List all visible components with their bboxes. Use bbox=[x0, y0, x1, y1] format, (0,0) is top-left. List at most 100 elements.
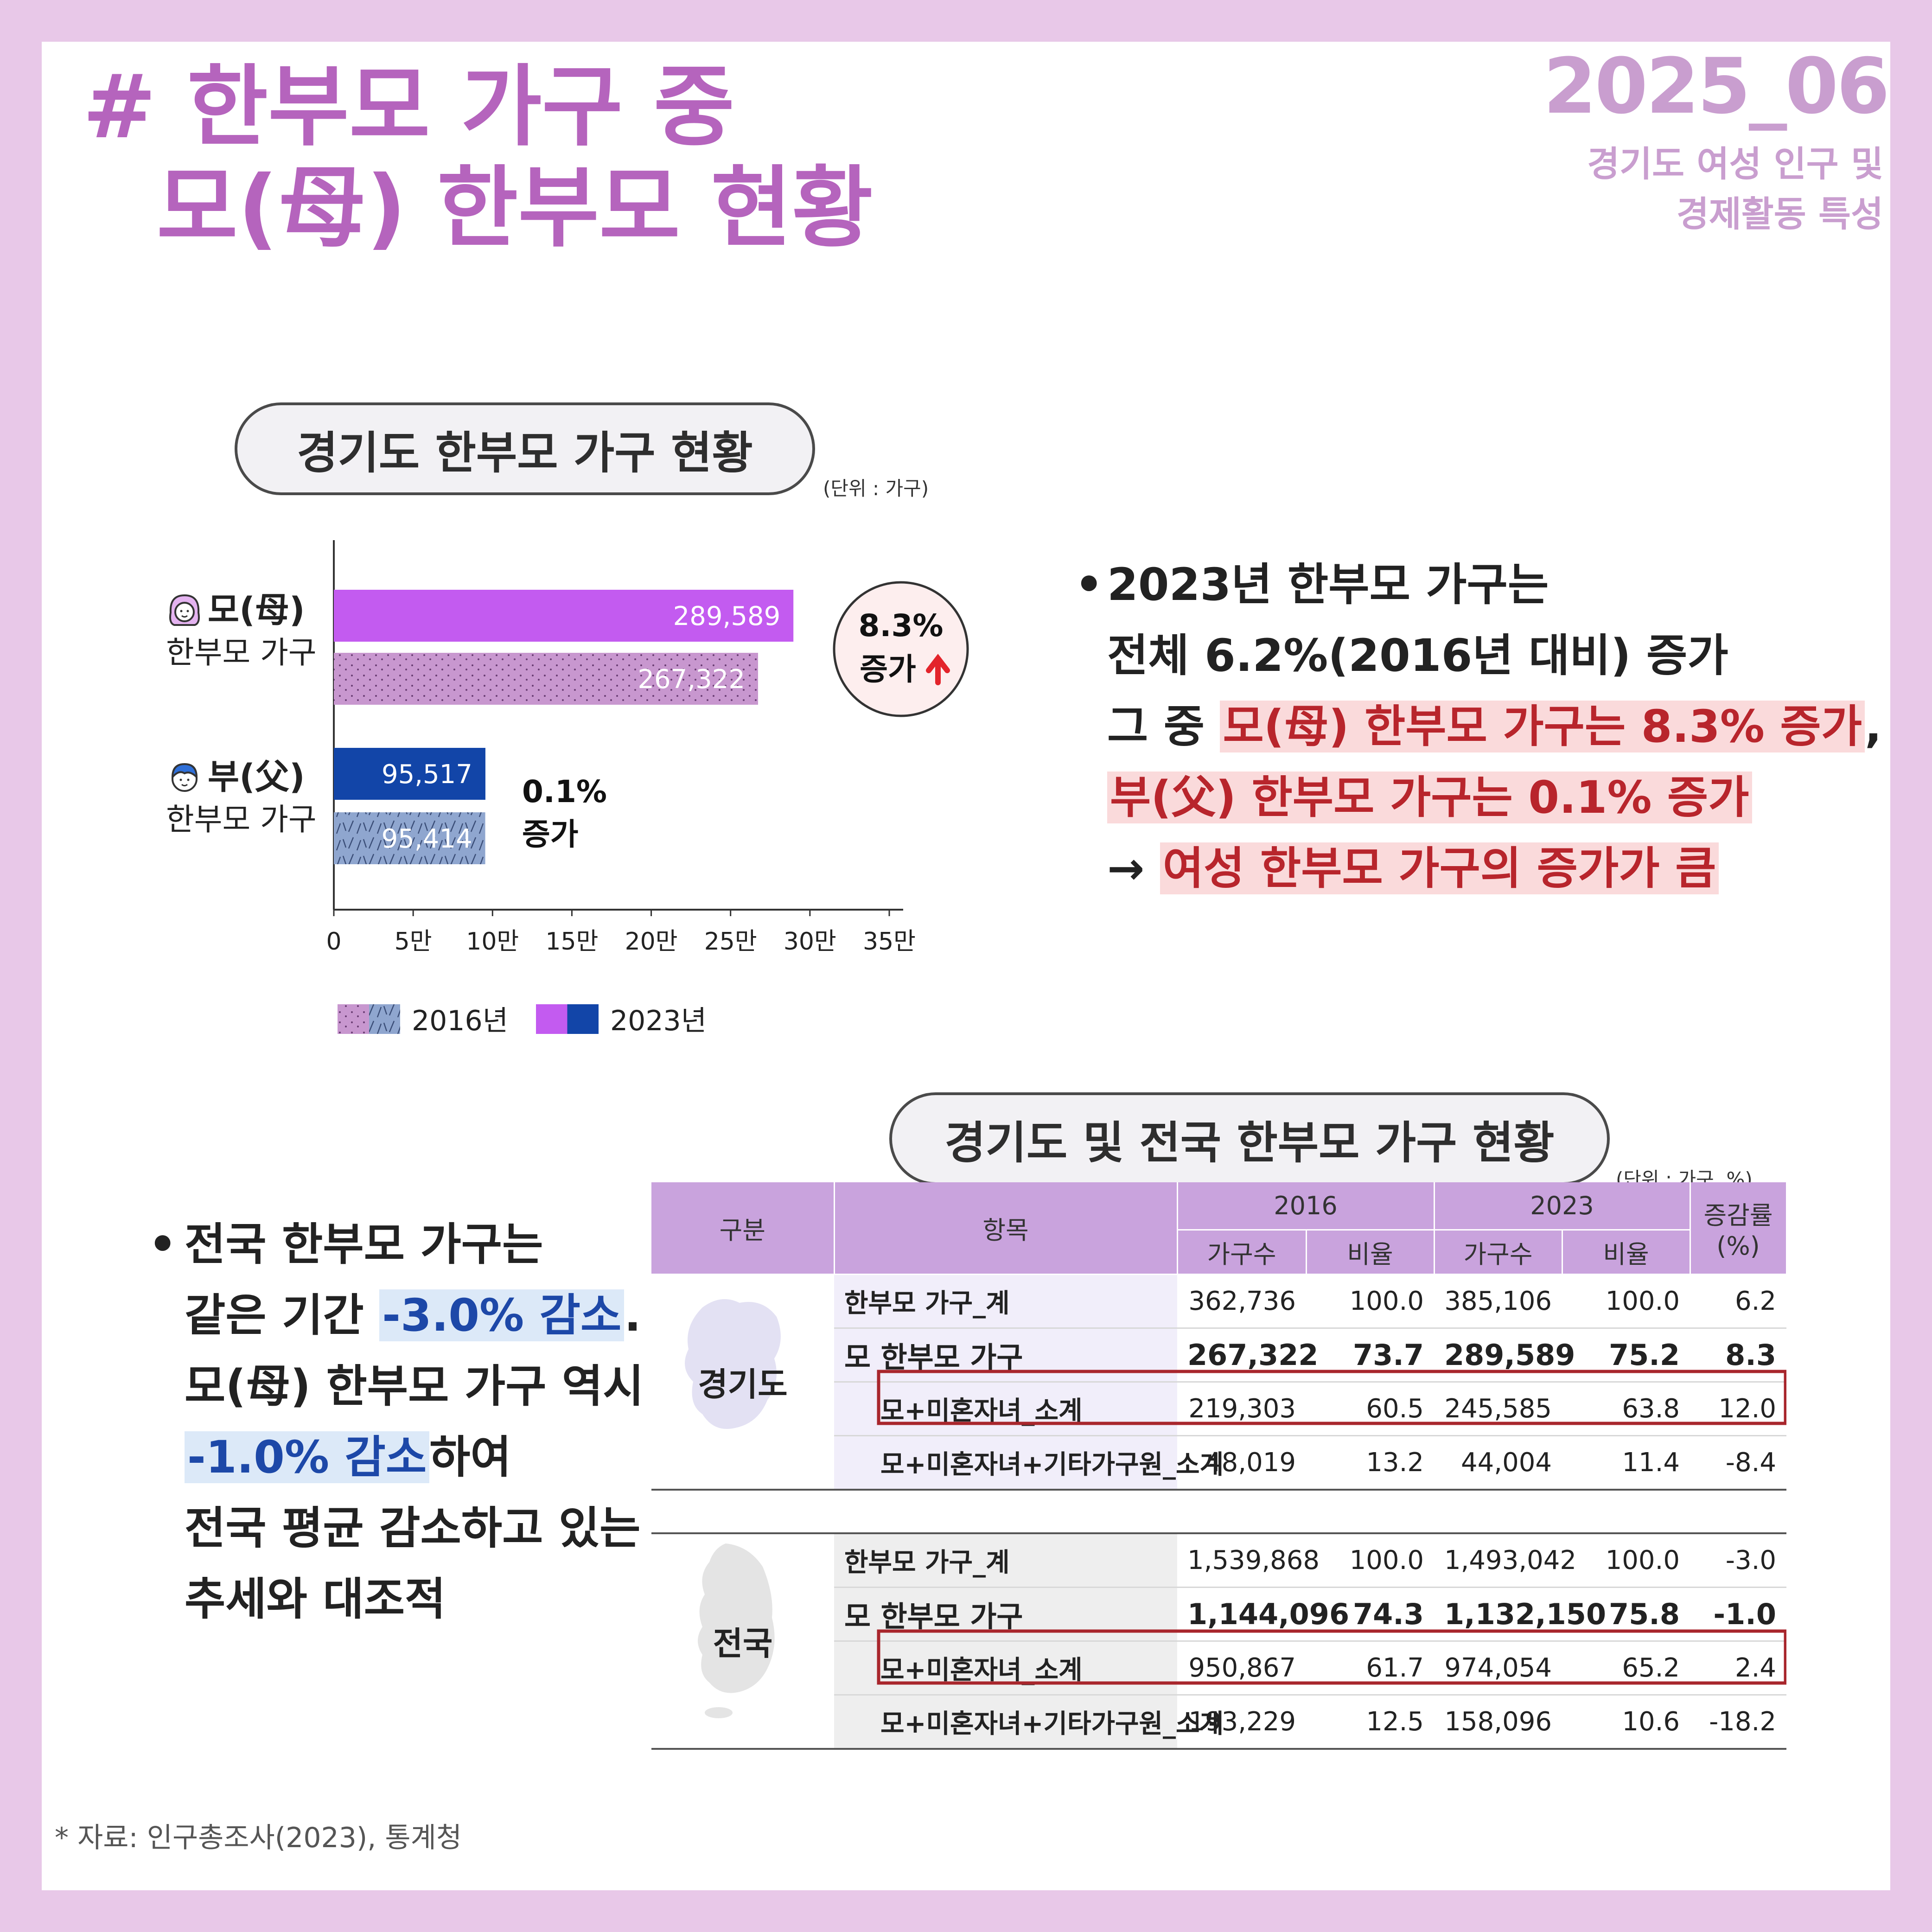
source-footnote: * 자료: 인구총조사(2023), 통계청 bbox=[55, 1822, 462, 1854]
bullet2-line2-pre: 같은 기간 bbox=[185, 1289, 380, 1341]
mother-label-line1: 모(母) bbox=[208, 590, 305, 630]
header-2016: 2016 bbox=[1177, 1182, 1435, 1231]
x-tick-label: 5만 bbox=[395, 928, 432, 956]
table-cell-rate: 12.0 bbox=[1690, 1382, 1786, 1436]
bullet2-line1: 전국 한부모 가구는 bbox=[185, 1218, 543, 1270]
bar-2023 bbox=[334, 590, 794, 642]
table-cell-item: 모+미혼자녀_소계 bbox=[834, 1641, 1177, 1696]
bullet-gyeonggi-summary: •2023년 한부모 가구는 전체 6.2%(2016년 대비) 증가 그 중 … bbox=[1075, 549, 1882, 904]
x-tick-label: 30만 bbox=[784, 928, 836, 956]
table-cell-item: 한부모 가구_계 bbox=[834, 1274, 1177, 1329]
bullet1-line1: 2023년 한부모 가구는 bbox=[1107, 559, 1549, 611]
father-axis-label: 부(父) 한부모 가구 bbox=[166, 756, 317, 841]
bullet1-line3-pre: 그 중 bbox=[1107, 701, 1220, 752]
table-cell-rate: -1.0 bbox=[1690, 1587, 1786, 1642]
table-cell-r2023: 100.0 bbox=[1562, 1274, 1690, 1329]
bullet2-line4-post: 하여 bbox=[429, 1431, 511, 1483]
bullet1-line5-highlight: 여성 한부모 가구의 증가가 큼 bbox=[1160, 842, 1719, 894]
table-cell-c2016: 1,144,096 bbox=[1177, 1587, 1349, 1642]
table-cell-r2016: 12.5 bbox=[1306, 1695, 1434, 1750]
table-cell-rate: 8.3 bbox=[1690, 1328, 1786, 1383]
table-cell-c2023: 289,589 bbox=[1434, 1328, 1575, 1383]
legend-2023-label: 2023년 bbox=[610, 1005, 707, 1037]
table-cell-c2016: 362,736 bbox=[1177, 1274, 1306, 1329]
table-cell-r2016: 61.7 bbox=[1306, 1641, 1434, 1696]
gyeonggi-region-cell: 경기도 bbox=[651, 1274, 834, 1491]
table-cell-item: 모+미혼자녀_소계 bbox=[834, 1382, 1177, 1436]
table-cell-item: 모+미혼자녀+기타가구원_소계 bbox=[834, 1695, 1224, 1750]
table-cell-c2023: 385,106 bbox=[1434, 1274, 1562, 1329]
bar-2023 bbox=[334, 748, 485, 800]
father-change-word: 증가 bbox=[522, 816, 578, 852]
table-row: 모+미혼자녀+기타가구원_소계 48,019 13.2 44,004 11.4 -8.4 bbox=[651, 1435, 1786, 1491]
mother-label-line2: 한부모 가구 bbox=[166, 635, 317, 670]
bullet1-arrow: → bbox=[1107, 842, 1160, 894]
section2-title: 경기도 및 전국 한부모 가구 현황 bbox=[889, 1092, 1610, 1185]
main-title: # 한부모 가구 중 모(母) 한부모 현황 bbox=[83, 57, 873, 259]
table-cell-rate: -8.4 bbox=[1690, 1435, 1786, 1491]
x-tick-label: 20만 bbox=[625, 928, 678, 956]
table-cell-c2023: 44,004 bbox=[1434, 1435, 1562, 1491]
table-cell-r2016: 100.0 bbox=[1306, 1274, 1434, 1329]
x-tick-label: 15만 bbox=[545, 928, 598, 956]
table-row: 경기도 한부모 가구_계 362,736 100.0 385,106 100.0 6.2 bbox=[651, 1274, 1786, 1491]
bullet2-line5: 전국 평균 감소하고 있는 bbox=[185, 1502, 641, 1554]
section1-title: 경기도 한부모 가구 현황 bbox=[235, 402, 815, 495]
issue-code: 2025_06 bbox=[1543, 42, 1890, 131]
bar-2016-value-label: 267,322 bbox=[638, 664, 745, 695]
table-cell-c2023: 1,132,150 bbox=[1434, 1587, 1606, 1642]
table-cell-c2016: 950,867 bbox=[1177, 1641, 1306, 1696]
bullet2-line2-highlight: -3.0% 감소 bbox=[379, 1289, 625, 1341]
table-cell-r2016: 60.5 bbox=[1306, 1382, 1434, 1436]
table-cell-r2016: 73.7 bbox=[1306, 1328, 1434, 1383]
legend-2016-swatch-father bbox=[369, 1004, 400, 1034]
table-cell-c2023: 245,585 bbox=[1434, 1382, 1562, 1436]
household-table: 구분 항목 2016 2023 증감률 (%) 가구수 비율 가구수 비율 경기도… bbox=[651, 1182, 1787, 1750]
mother-change-badge: 8.3% 증가 bbox=[833, 581, 969, 717]
gyeonggi-map-icon bbox=[685, 1299, 781, 1429]
bar-2016 bbox=[334, 812, 485, 864]
table-cell-c2023: 974,054 bbox=[1434, 1641, 1562, 1696]
table-body: 경기도 한부모 가구_계 362,736 100.0 385,106 100.0 6.2 모 … bbox=[651, 1274, 1786, 1750]
table-cell-item: 모 한부모 가구 bbox=[834, 1587, 1177, 1642]
x-tick-label: 35만 bbox=[863, 928, 916, 956]
table-cell-r2023: 11.4 bbox=[1562, 1435, 1690, 1491]
table-cell-c2016: 1,539,868 bbox=[1177, 1533, 1320, 1588]
x-tick-label: 25만 bbox=[704, 928, 757, 956]
header-2023: 2023 bbox=[1434, 1182, 1691, 1231]
national-region-cell: 전국 bbox=[651, 1533, 834, 1750]
header-2016-ratio: 비율 bbox=[1306, 1230, 1435, 1275]
table-cell-c2016: 193,229 bbox=[1177, 1695, 1306, 1750]
bar-2023-value-label: 95,517 bbox=[382, 759, 472, 790]
mother-avatar-icon bbox=[169, 594, 200, 626]
table-cell-c2023: 158,096 bbox=[1434, 1695, 1562, 1750]
header-2016-count: 가구수 bbox=[1177, 1230, 1307, 1275]
mother-change-word: 증가 bbox=[860, 651, 916, 687]
table-spacer-row bbox=[651, 1489, 1786, 1534]
table-cell-r2016: 13.2 bbox=[1306, 1435, 1434, 1491]
bullet1-line3-post: , bbox=[1865, 701, 1882, 752]
main-title-line2: 모(母) 한부모 현황 bbox=[157, 157, 873, 259]
bullet1-line3-highlight: 모(母) 한부모 가구는 8.3% 증가 bbox=[1220, 701, 1865, 752]
header-2023-count: 가구수 bbox=[1434, 1230, 1563, 1275]
korea-map-icon bbox=[698, 1543, 775, 1718]
section1-unit: (단위 : 가구) bbox=[823, 477, 929, 500]
mother-change-value: 8.3% bbox=[858, 608, 943, 644]
table-cell-c2023: 1,493,042 bbox=[1434, 1533, 1576, 1588]
bullet2-line4-highlight: -1.0% 감소 bbox=[185, 1431, 430, 1483]
bullet1-line2: 전체 6.2%(2016년 대비) 증가 bbox=[1107, 630, 1728, 682]
chart-plot-area: 0 5만 10만 15만 20만 25만 30만 35만 289,589 267,322 95,51… bbox=[326, 540, 916, 956]
table-cell-item: 한부모 가구_계 bbox=[834, 1533, 1177, 1588]
bullet2-line6: 추세와 대조적 bbox=[185, 1573, 446, 1625]
table-cell-c2016: 267,322 bbox=[1177, 1328, 1318, 1383]
table-cell-r2016: 100.0 bbox=[1306, 1533, 1434, 1588]
bullet2-line2-post: . bbox=[624, 1289, 641, 1341]
x-tick-label: 10만 bbox=[466, 928, 519, 956]
issue-subtitle: 경기도 여성 인구 및 경제활동 특성 bbox=[1587, 139, 1883, 239]
table-cell-rate: 2.4 bbox=[1690, 1641, 1786, 1696]
mother-axis-label: 모(母) 한부모 가구 bbox=[166, 589, 317, 674]
father-change-value: 0.1% bbox=[522, 774, 607, 810]
x-tick-label: 0 bbox=[326, 928, 341, 956]
table-cell-r2023: 10.6 bbox=[1562, 1695, 1690, 1750]
